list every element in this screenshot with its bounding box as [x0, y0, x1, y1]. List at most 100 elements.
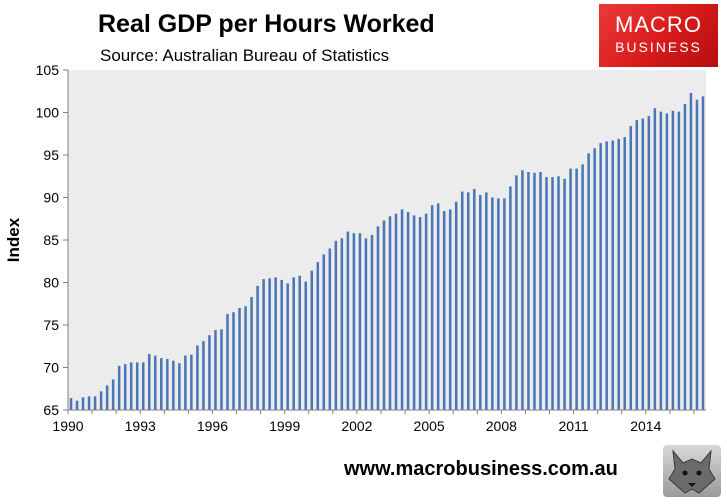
- chart-title: Real GDP per Hours Worked: [98, 10, 435, 38]
- x-tick-label: 1990: [52, 418, 83, 434]
- y-tick-label: 65: [43, 402, 59, 418]
- bar: [280, 279, 283, 410]
- x-tick-label: 1996: [197, 418, 228, 434]
- bar: [533, 172, 536, 410]
- bar: [412, 215, 416, 410]
- bar: [683, 104, 687, 410]
- bar: [172, 360, 175, 410]
- bar: [689, 92, 693, 410]
- bar: [503, 198, 506, 410]
- bar: [497, 198, 500, 410]
- bar: [370, 234, 374, 410]
- bar: [515, 175, 518, 410]
- bar: [226, 313, 229, 410]
- bar: [575, 168, 578, 410]
- bar: [448, 209, 452, 410]
- bar: [527, 172, 530, 410]
- bar: [154, 355, 157, 410]
- bar: [190, 354, 193, 410]
- y-tick-label: 95: [43, 147, 59, 163]
- bar: [358, 233, 362, 410]
- bar: [545, 177, 548, 410]
- bar: [509, 186, 512, 410]
- bar: [587, 153, 590, 411]
- bar: [563, 178, 566, 410]
- x-tick-label: 2008: [486, 418, 517, 434]
- bar: [485, 192, 488, 410]
- bar: [81, 397, 85, 410]
- y-tick-label: 70: [43, 360, 59, 376]
- bar: [123, 364, 127, 410]
- bar: [208, 335, 211, 410]
- chart-subtitle: Source: Australian Bureau of Statistics: [100, 46, 390, 65]
- bar: [322, 254, 326, 410]
- bar: [244, 306, 247, 410]
- bar: [641, 118, 645, 410]
- bar: [701, 96, 705, 410]
- bar: [695, 99, 699, 410]
- bar: [141, 362, 145, 410]
- bar: [160, 358, 163, 410]
- bar: [135, 362, 139, 410]
- bar: [677, 111, 681, 411]
- bar: [238, 308, 241, 410]
- bar: [454, 201, 458, 410]
- bar: [334, 240, 338, 410]
- y-axis-label: Index: [4, 217, 23, 262]
- bar: [593, 148, 596, 410]
- bar: [268, 278, 271, 410]
- bar: [99, 391, 103, 410]
- bar: [202, 341, 205, 410]
- bar: [286, 283, 289, 410]
- bar: [659, 111, 663, 411]
- bar: [232, 312, 235, 410]
- y-tick-label: 90: [43, 190, 59, 206]
- bar: [178, 363, 181, 410]
- bar: [460, 191, 464, 410]
- bar: [569, 168, 572, 410]
- bar: [69, 398, 73, 410]
- bar: [304, 281, 308, 410]
- bar: [623, 137, 627, 410]
- bar: [256, 285, 259, 410]
- bar: [491, 197, 494, 410]
- bar: [617, 138, 620, 410]
- bar: [166, 359, 169, 410]
- bar: [105, 385, 109, 410]
- bar: [111, 379, 115, 410]
- bar: [93, 396, 97, 410]
- bar: [611, 140, 614, 411]
- bar: [117, 365, 121, 410]
- x-tick-label: 1999: [269, 418, 300, 434]
- bar: [521, 170, 524, 410]
- bar: [75, 400, 79, 410]
- bar: [430, 205, 434, 410]
- bar: [346, 231, 350, 410]
- bar: [671, 110, 675, 411]
- bar: [352, 233, 356, 410]
- wolf-logo-icon: [663, 445, 721, 497]
- logo-line-2: BUSINESS: [615, 39, 702, 55]
- bar: [388, 216, 392, 410]
- bar: [316, 262, 320, 410]
- bar: [87, 396, 91, 410]
- website-url: www.macrobusiness.com.au: [344, 458, 618, 480]
- bar: [262, 279, 265, 410]
- y-tick-label: 100: [36, 105, 60, 121]
- bar: [394, 213, 398, 410]
- bar: [214, 330, 217, 410]
- bar: [274, 277, 277, 410]
- bar: [250, 296, 253, 410]
- bar: [220, 329, 223, 410]
- bar: [551, 177, 554, 410]
- bar: [473, 189, 476, 410]
- bar: [629, 126, 633, 410]
- bar: [479, 194, 482, 410]
- bar: [328, 248, 332, 410]
- bar: [424, 213, 428, 410]
- bar: [599, 143, 602, 410]
- bar: [129, 362, 133, 410]
- bar: [665, 113, 669, 410]
- bar: [418, 217, 422, 410]
